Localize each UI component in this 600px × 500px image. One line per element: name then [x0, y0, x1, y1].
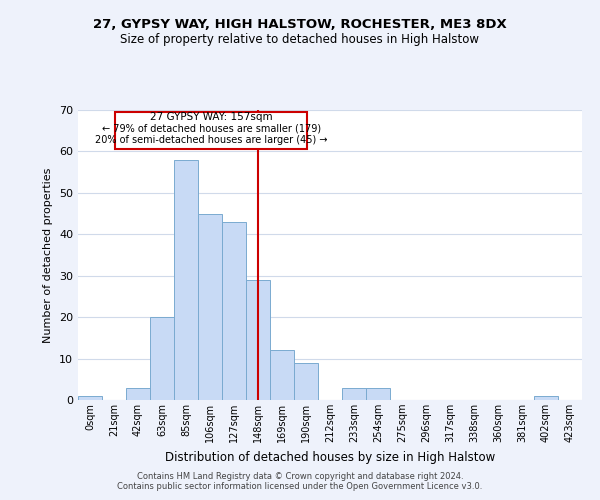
Bar	[174, 160, 198, 400]
Text: 20% of semi-detached houses are larger (45) →: 20% of semi-detached houses are larger (…	[95, 135, 328, 145]
Bar	[198, 214, 222, 400]
Text: 27 GYPSY WAY: 157sqm: 27 GYPSY WAY: 157sqm	[150, 112, 272, 122]
Bar	[270, 350, 294, 400]
Bar	[150, 317, 174, 400]
X-axis label: Distribution of detached houses by size in High Halstow: Distribution of detached houses by size …	[165, 450, 495, 464]
Bar	[222, 222, 246, 400]
FancyBboxPatch shape	[115, 112, 307, 150]
Y-axis label: Number of detached properties: Number of detached properties	[43, 168, 53, 342]
Text: Size of property relative to detached houses in High Halstow: Size of property relative to detached ho…	[121, 32, 479, 46]
Text: Contains public sector information licensed under the Open Government Licence v3: Contains public sector information licen…	[118, 482, 482, 491]
Bar	[294, 362, 318, 400]
Bar	[78, 396, 102, 400]
Bar	[366, 388, 390, 400]
Text: 27, GYPSY WAY, HIGH HALSTOW, ROCHESTER, ME3 8DX: 27, GYPSY WAY, HIGH HALSTOW, ROCHESTER, …	[93, 18, 507, 30]
Bar	[246, 280, 270, 400]
Bar	[534, 396, 558, 400]
Bar	[126, 388, 150, 400]
Text: Contains HM Land Registry data © Crown copyright and database right 2024.: Contains HM Land Registry data © Crown c…	[137, 472, 463, 481]
Text: ← 79% of detached houses are smaller (179): ← 79% of detached houses are smaller (17…	[101, 124, 321, 134]
Bar	[342, 388, 366, 400]
